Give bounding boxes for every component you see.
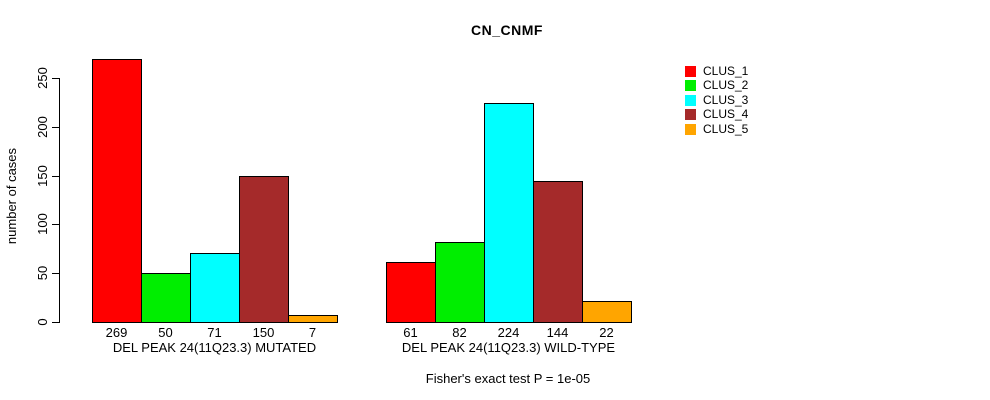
y-axis-tick — [52, 322, 60, 323]
legend-label: CLUS_3 — [703, 92, 749, 107]
y-axis-line — [59, 78, 60, 323]
legend-label: CLUS_4 — [703, 107, 749, 121]
bar-value-label: 7 — [308, 325, 317, 340]
bar-clus_3-group1 — [190, 253, 240, 323]
legend: CLUS_1 CLUS_2 CLUS_3 CLUS_4 CLUS_5 — [685, 64, 748, 137]
y-axis-tick-label: 0 — [35, 318, 50, 326]
bar-clus_2-group1 — [141, 273, 191, 323]
y-axis-tick — [52, 224, 60, 225]
x-group-label: DEL PEAK 24(11Q23.3) MUTATED — [112, 340, 317, 355]
bar-value-label: 50 — [158, 325, 173, 340]
y-axis-tick — [52, 176, 60, 177]
bar-value-label: 82 — [452, 325, 467, 340]
legend-swatch-clus_5 — [685, 123, 696, 135]
bar-value-label: 71 — [207, 325, 222, 340]
legend-swatch-clus_2 — [685, 80, 696, 91]
chart-title: CN_CNMF — [471, 22, 543, 38]
y-axis-tick — [52, 273, 60, 274]
y-axis-tick-label: 100 — [35, 213, 50, 235]
y-axis-tick-label: 150 — [35, 165, 50, 187]
legend-item-clus_4: CLUS_4 — [685, 108, 748, 122]
bar-clus_4-group1 — [239, 176, 289, 323]
annotation-text: Fisher's exact test P = 1e-05 — [425, 371, 591, 386]
bar-clus_1-group1 — [92, 59, 142, 323]
y-axis-tick-label: 250 — [35, 67, 50, 89]
y-axis-tick-label: 50 — [35, 265, 50, 281]
bar-clus_5-group2 — [582, 301, 632, 323]
y-axis-tick — [52, 78, 60, 79]
legend-label: CLUS_5 — [703, 121, 749, 136]
x-group-label: DEL PEAK 24(11Q23.3) WILD-TYPE — [401, 340, 616, 355]
legend-item-clus_1: CLUS_1 — [685, 64, 748, 78]
y-axis-tick — [52, 127, 60, 128]
bar-clus_2-group2 — [435, 242, 485, 323]
bar-value-label: 224 — [497, 325, 520, 340]
y-axis-tick-label: 200 — [35, 116, 50, 138]
legend-item-clus_2: CLUS_2 — [685, 79, 748, 93]
legend-swatch-clus_1 — [685, 65, 696, 77]
legend-label: CLUS_2 — [703, 78, 749, 92]
legend-label: CLUS_1 — [703, 63, 749, 78]
bar-value-label: 144 — [546, 325, 569, 340]
legend-swatch-clus_3 — [685, 94, 696, 106]
legend-item-clus_5: CLUS_5 — [685, 122, 748, 136]
bar-clus_1-group2 — [386, 262, 436, 323]
bar-value-label: 61 — [403, 325, 418, 340]
bar-value-label: 22 — [599, 325, 614, 340]
bar-value-label: 269 — [105, 325, 128, 340]
bar-clus_3-group2 — [484, 103, 534, 323]
legend-item-clus_3: CLUS_3 — [685, 93, 748, 107]
bar-clus_5-group1 — [288, 315, 338, 323]
bar-clus_4-group2 — [533, 181, 583, 323]
bar-value-label: 150 — [252, 325, 275, 340]
legend-swatch-clus_4 — [685, 109, 696, 120]
